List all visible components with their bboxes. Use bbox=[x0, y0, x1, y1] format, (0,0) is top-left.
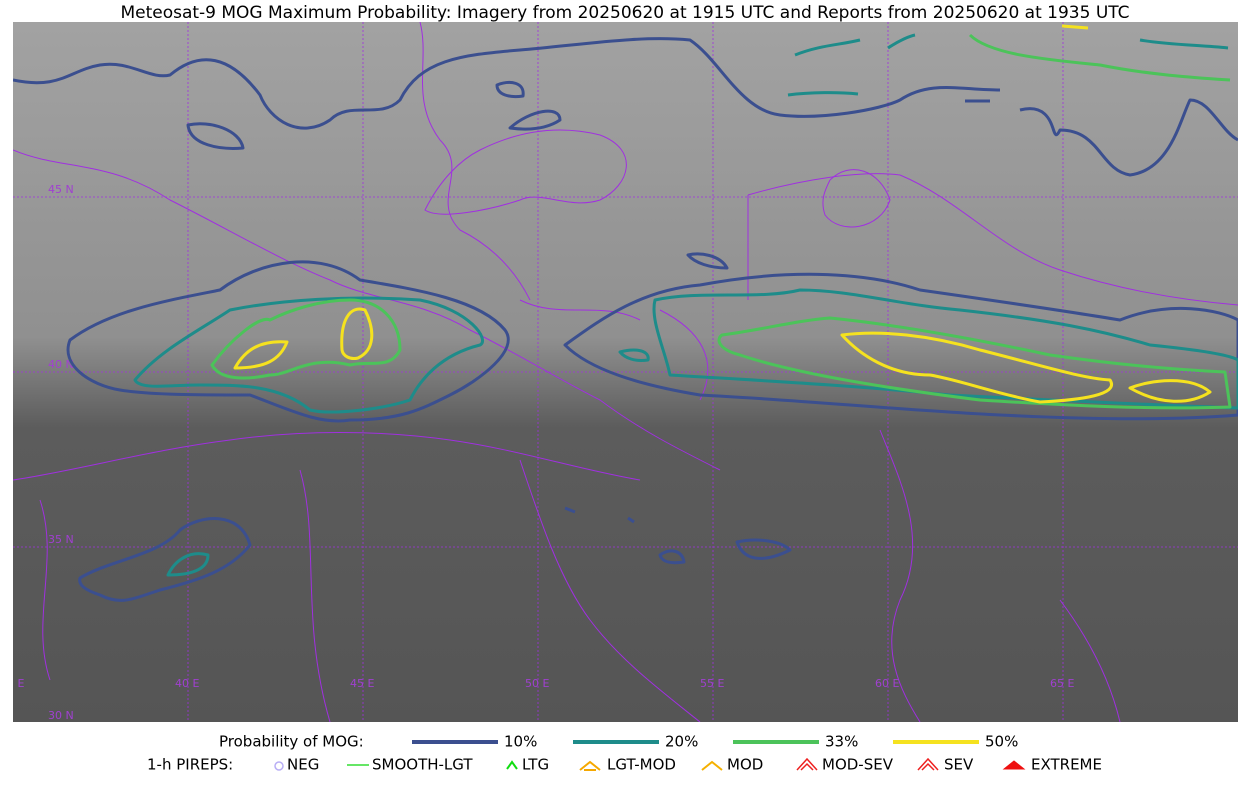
pirep-marker bbox=[796, 757, 818, 771]
contour-50 bbox=[233, 307, 374, 370]
pirep-label: MOD bbox=[727, 756, 763, 774]
legend-label: 10% bbox=[504, 733, 537, 751]
legend-label: 50% bbox=[985, 733, 1018, 751]
pirep-label: NEG bbox=[287, 756, 319, 774]
contour-33 bbox=[210, 298, 402, 380]
contour-20 bbox=[166, 33, 1229, 577]
contour-10 bbox=[66, 260, 510, 423]
pireps-title: 1-h PIREPS: bbox=[147, 756, 233, 774]
borders bbox=[13, 22, 1238, 722]
lat-label: 35 N bbox=[48, 533, 74, 546]
legend: Probability of MOG: 1-h PIREPS: 10% 20% 33… bbox=[147, 733, 1102, 774]
title: Meteosat-9 MOG Maximum Probability: Imag… bbox=[120, 3, 1129, 23]
lon-label: 45 E bbox=[350, 677, 374, 690]
contour-10 bbox=[563, 272, 1238, 421]
pirep-marker bbox=[506, 760, 518, 770]
lat-label: 40 N bbox=[48, 358, 74, 371]
contour-33 bbox=[717, 316, 1232, 410]
legend-label: 33% bbox=[825, 733, 858, 751]
contour-50 bbox=[840, 24, 1212, 404]
pirep-label: SMOOTH-LGT bbox=[372, 756, 473, 774]
contour-10 bbox=[186, 81, 990, 270]
map: 35 E 40 E 45 E 50 E 55 E 60 E 65 E 45 N 40 N 35 N… bbox=[0, 22, 1238, 722]
lon-label: 35 E bbox=[0, 677, 24, 690]
pirep-marker bbox=[1002, 760, 1026, 770]
lon-label: 50 E bbox=[525, 677, 549, 690]
pirep-label: EXTREME bbox=[1031, 756, 1102, 774]
pirep-label: MOD-SEV bbox=[822, 756, 894, 774]
pirep-marker bbox=[701, 760, 723, 771]
lat-label: 30 N bbox=[48, 709, 74, 722]
contour-20 bbox=[618, 288, 1238, 410]
lat-label: 45 N bbox=[48, 183, 74, 196]
pirep-marker bbox=[579, 760, 601, 771]
contour-10 bbox=[1019, 98, 1238, 177]
lon-label: 55 E bbox=[700, 677, 724, 690]
lon-label: 60 E bbox=[875, 677, 899, 690]
contours bbox=[13, 24, 1238, 602]
contour-10 bbox=[13, 37, 1001, 130]
lon-label: 65 E bbox=[1050, 677, 1074, 690]
graticule: 35 E 40 E 45 E 50 E 55 E 60 E 65 E 45 N 40 N 35 N… bbox=[0, 22, 1238, 722]
pirep-label: SEV bbox=[944, 756, 974, 774]
contour-20 bbox=[133, 296, 484, 414]
pirep-label: LTG bbox=[522, 756, 549, 774]
legend-title: Probability of MOG: bbox=[219, 733, 364, 751]
contour-10 bbox=[78, 506, 792, 602]
pirep-marker bbox=[917, 757, 939, 771]
pirep-label: LGT-MOD bbox=[607, 756, 676, 774]
contour-33 bbox=[968, 33, 1231, 82]
legend-label: 20% bbox=[665, 733, 698, 751]
lon-label: 40 E bbox=[175, 677, 199, 690]
pirep-marker bbox=[274, 761, 284, 771]
